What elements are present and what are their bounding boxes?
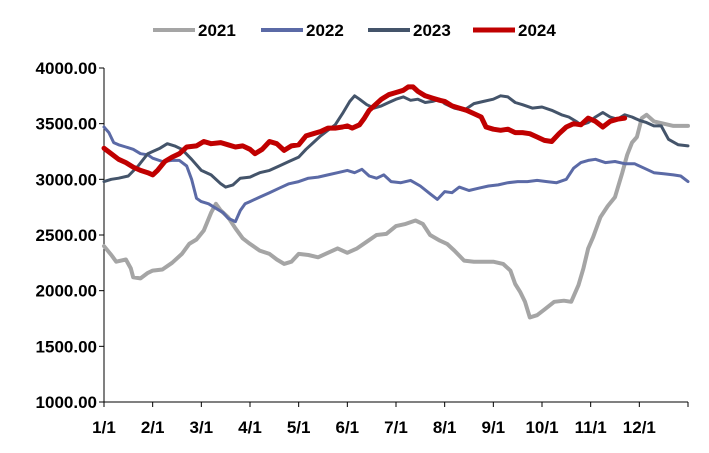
legend-item-2022: 2022 <box>261 21 344 40</box>
y-tick-label: 1500.00 <box>36 337 97 356</box>
y-tick-label: 3000.00 <box>36 170 97 189</box>
x-tick-label: 7/1 <box>384 418 408 437</box>
x-tick-label: 2/1 <box>141 418 165 437</box>
series-line-2022 <box>102 125 690 224</box>
legend-item-2024: 2024 <box>473 21 556 40</box>
series-line-2024 <box>101 84 628 178</box>
y-tick-label: 2500.00 <box>36 226 97 245</box>
y-tick-label: 4000.00 <box>36 59 97 78</box>
legend-label: 2023 <box>413 21 451 40</box>
y-tick-label: 1000.00 <box>36 393 97 412</box>
x-tick-label: 3/1 <box>190 418 214 437</box>
legend-label: 2022 <box>306 21 344 40</box>
series-line-2023 <box>102 94 690 189</box>
series-line-2021 <box>102 112 690 320</box>
x-tick-label: 10/1 <box>525 418 558 437</box>
x-tick-label: 1/1 <box>92 418 116 437</box>
x-tick-label: 8/1 <box>433 418 457 437</box>
x-tick-label: 6/1 <box>336 418 360 437</box>
series-lines <box>101 84 690 320</box>
x-tick-label: 4/1 <box>238 418 262 437</box>
legend: 2021 2022 2023 2024 <box>153 21 556 40</box>
legend-item-2021: 2021 <box>153 21 236 40</box>
axes: 1000.00 1500.00 2000.00 2500.00 3000.00 3500.… <box>36 59 689 437</box>
legend-label: 2021 <box>198 21 236 40</box>
x-tick-label: 12/1 <box>623 418 656 437</box>
x-tick-label: 11/1 <box>575 418 607 437</box>
x-tick-label: 5/1 <box>287 418 311 437</box>
y-tick-label: 3500.00 <box>36 115 97 134</box>
x-tick-label: 9/1 <box>482 418 506 437</box>
legend-item-2023: 2023 <box>368 21 451 40</box>
y-tick-label: 2000.00 <box>36 282 97 301</box>
legend-label: 2024 <box>518 21 556 40</box>
